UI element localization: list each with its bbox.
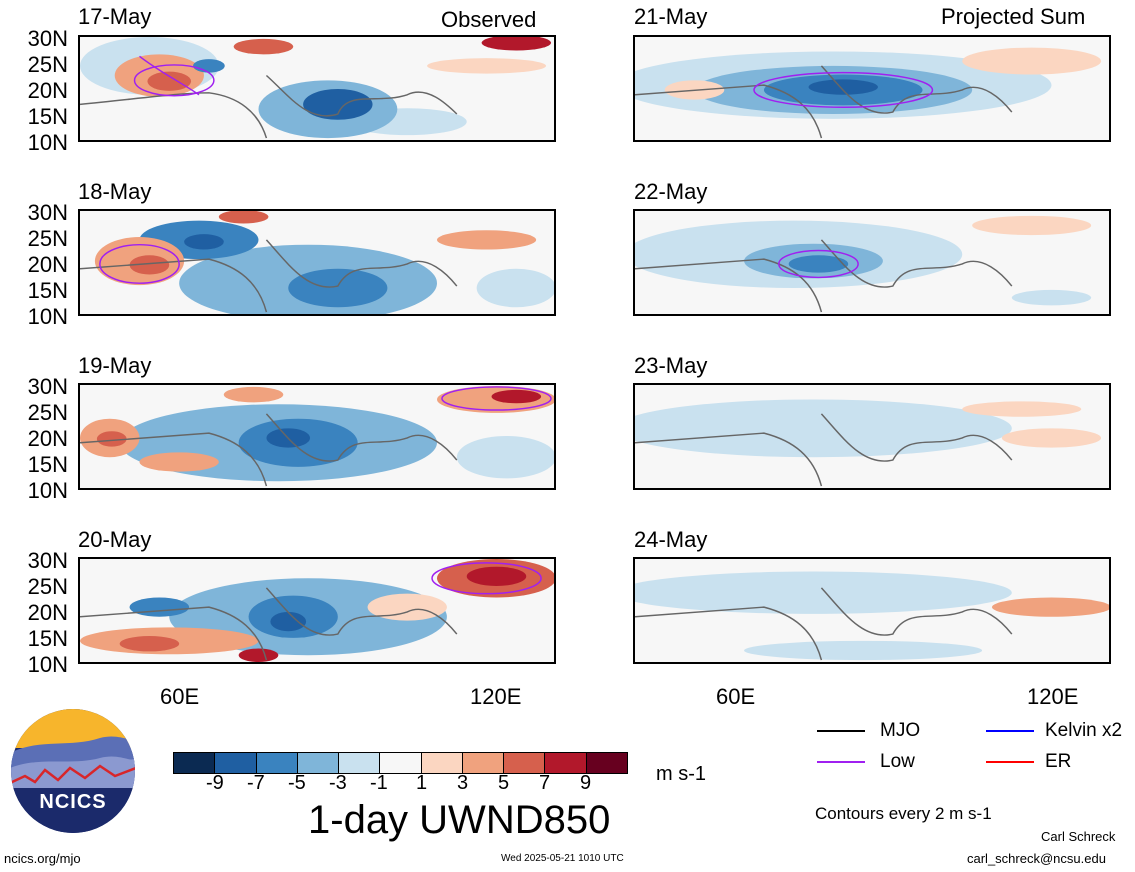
colorbar-label: 3	[457, 772, 469, 794]
map-panel-projected-21-may	[633, 35, 1111, 142]
colorbar-label: 9	[580, 772, 592, 794]
lat-label-15n: 15N	[27, 278, 68, 303]
footer-timestamp: Wed 2025-05-21 1010 UTC	[501, 853, 624, 864]
lat-label-15n: 15N	[27, 626, 68, 651]
panel-title-right-3: 23-May	[634, 353, 708, 378]
colorbar-label: 5	[498, 772, 510, 794]
lat-label-10n: 10N	[27, 304, 68, 329]
map-panel-observed-18-may	[78, 209, 556, 316]
panel-title-right-4: 24-May	[634, 527, 708, 552]
map-panel-observed-19-may	[78, 383, 556, 490]
legend-label-mjo: MJO	[880, 720, 921, 741]
colorbar-swatch	[214, 753, 256, 773]
lat-label-20n: 20N	[27, 600, 68, 625]
panel-title-right-2: 22-May	[634, 179, 708, 204]
colorbar-swatch	[420, 753, 462, 773]
lon-label-60e-left: 60E	[160, 684, 200, 709]
lat-label-30n: 30N	[27, 548, 68, 573]
colorbar-label: -1	[370, 772, 388, 794]
lat-label-10n: 10N	[27, 478, 68, 503]
lat-label-30n: 30N	[27, 374, 68, 399]
lon-label-120e-left: 120E	[470, 684, 522, 709]
projected-sum-header: Projected Sum	[941, 4, 1086, 29]
map-panel-projected-22-may	[633, 209, 1111, 316]
colorbar-swatch	[338, 753, 380, 773]
colorbar-swatch	[255, 753, 297, 773]
map-panel-observed-17-may	[78, 35, 556, 142]
legend-line-kelvin	[986, 730, 1034, 732]
lat-label-10n: 10N	[27, 652, 68, 677]
lon-label-60e-right: 60E	[716, 684, 756, 709]
footer-email: carl_schreck@ncsu.edu	[967, 851, 1106, 866]
colorbar-swatch	[174, 753, 215, 773]
colorbar-label: -7	[247, 772, 265, 794]
lat-label-10n: 10N	[27, 130, 68, 155]
colorbar-label: 7	[539, 772, 551, 794]
map-panel-projected-24-may	[633, 557, 1111, 664]
lat-label-30n: 30N	[27, 200, 68, 225]
colorbar-label: -9	[206, 772, 224, 794]
observed-header: Observed	[441, 7, 537, 32]
ncics-logo: NCICS	[10, 708, 136, 834]
lat-label-25n: 25N	[27, 52, 68, 77]
colorbar-label: 1	[416, 772, 428, 794]
lat-label-30n: 30N	[27, 26, 68, 51]
legend-label-kelvin: Kelvin x2	[1045, 720, 1123, 741]
legend-line-low	[817, 761, 865, 763]
logo-text: NCICS	[39, 791, 107, 813]
panel-title-left-4: 20-May	[78, 527, 152, 552]
colorbar-swatch	[503, 753, 545, 773]
colorbar-swatch	[379, 753, 421, 773]
lat-label-15n: 15N	[27, 104, 68, 129]
lon-label-120e-right: 120E	[1027, 684, 1079, 709]
colorbar-label: -5	[288, 772, 306, 794]
legend-label-er: ER	[1045, 751, 1072, 772]
panel-title-left-3: 19-May	[78, 353, 152, 378]
panel-title-right-1: 21-May	[634, 4, 708, 29]
lat-label-20n: 20N	[27, 426, 68, 451]
panel-title-left-2: 18-May	[78, 179, 152, 204]
colorbar-swatch	[296, 753, 339, 773]
lat-label-20n: 20N	[27, 78, 68, 103]
lat-label-25n: 25N	[27, 574, 68, 599]
footer-url: ncics.org/mjo	[4, 851, 81, 866]
lat-label-25n: 25N	[27, 400, 68, 425]
contour-note: Contours every 2 m s-1	[815, 804, 992, 823]
lat-label-20n: 20N	[27, 252, 68, 277]
legend-label-low: Low	[880, 751, 915, 772]
colorbar-swatch	[585, 753, 627, 773]
map-panel-observed-20-may	[78, 557, 556, 664]
colorbar-swatch	[461, 753, 504, 773]
lat-label-15n: 15N	[27, 452, 68, 477]
colorbar-swatch	[544, 753, 586, 773]
panel-title-left-1: 17-May	[78, 4, 152, 29]
colorbar-title: 1-day UWND850	[308, 798, 611, 842]
lat-label-25n: 25N	[27, 226, 68, 251]
map-panel-projected-23-may	[633, 383, 1111, 490]
legend-line-mjo	[817, 730, 865, 732]
colorbar-label: -3	[329, 772, 347, 794]
legend-line-er	[986, 761, 1034, 763]
colorbar-units: m s-1	[656, 763, 706, 785]
colorbar	[173, 752, 628, 774]
footer-author: Carl Schreck	[1041, 829, 1116, 844]
